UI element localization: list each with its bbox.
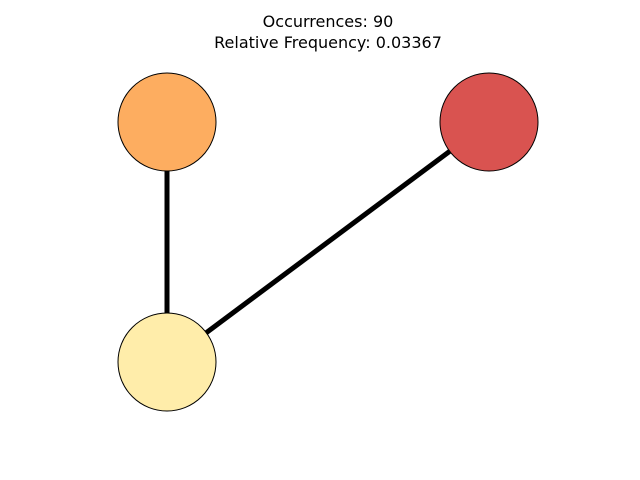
title-relative-frequency: Relative Frequency: 0.03367: [214, 33, 442, 52]
node-top-left: [117, 72, 217, 172]
edge-top-right-to-bottom-left: [165, 119, 491, 365]
edges-layer: [164, 119, 491, 365]
diagram-title: Occurrences: 90 Relative Frequency: 0.03…: [0, 11, 640, 53]
nodes-layer: [117, 72, 539, 412]
title-occurrences: Occurrences: 90: [262, 12, 394, 31]
node-bottom-left: [117, 312, 217, 412]
node-top-right: [439, 72, 539, 172]
